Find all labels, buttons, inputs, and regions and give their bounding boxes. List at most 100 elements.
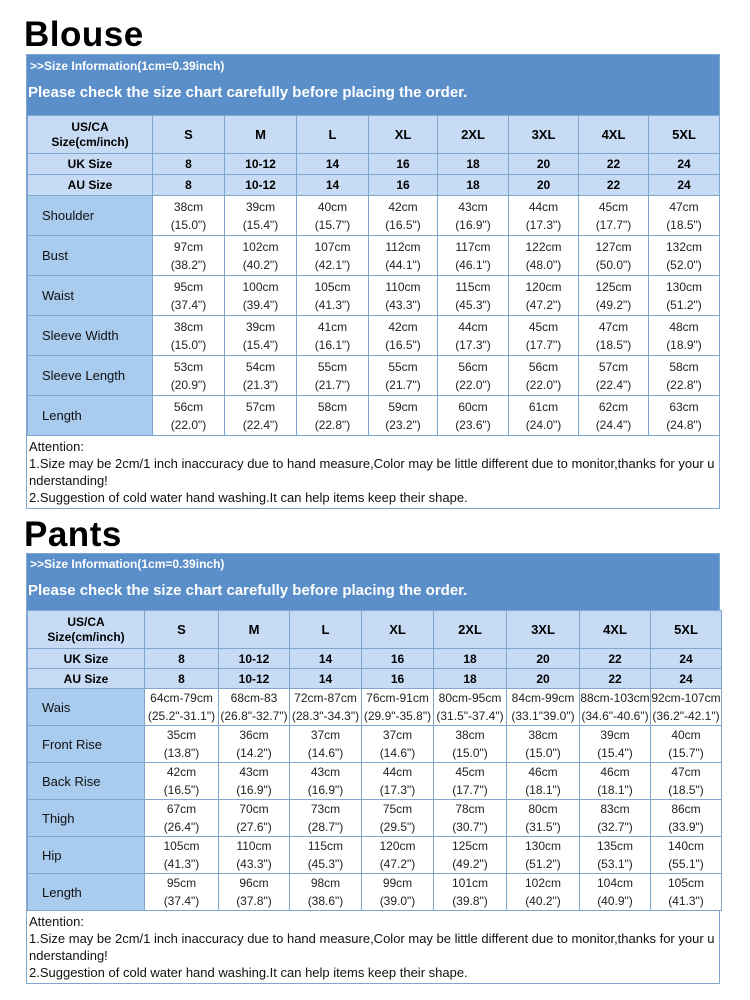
inch-value: (33.9") bbox=[668, 820, 704, 834]
cm-value: 115cm bbox=[307, 839, 344, 853]
measurement-cell: 59cm (23.2") bbox=[368, 395, 438, 436]
inch-value: (15.0") bbox=[170, 337, 207, 352]
measurement-cell: 104cm (40.9") bbox=[579, 873, 651, 911]
cm-value: 56cm bbox=[173, 399, 204, 414]
cm-value: 78cm bbox=[455, 802, 485, 816]
measurement-cell: 112cm (44.1") bbox=[368, 235, 438, 276]
cm-value: 130cm bbox=[665, 279, 703, 294]
measurement-cell: 101cm (39.8") bbox=[433, 873, 507, 911]
inch-value: (28.3"-34.3") bbox=[291, 709, 360, 723]
measurement-cell: 115cm (45.3") bbox=[437, 275, 509, 316]
measurement-cell: 37cm (14.6") bbox=[289, 725, 362, 763]
measurement-cell: 117cm (46.1") bbox=[437, 235, 509, 276]
inch-value: (18.1") bbox=[597, 783, 633, 797]
measurement-cell: 88cm-103cm (34.6"-40.6") bbox=[579, 688, 651, 726]
cm-value: 86cm bbox=[671, 802, 701, 816]
cm-value: 125cm bbox=[451, 839, 489, 853]
cm-value: 132cm bbox=[665, 239, 703, 254]
cm-value: 110cm bbox=[236, 839, 272, 853]
measurement-cell: 39cm (15.4") bbox=[579, 725, 651, 763]
table-row: Hip 105cm (41.3") 110cm (43.3") 115cm (45.3") 1… bbox=[27, 836, 722, 874]
blouse-uk-row: UK Size 8 10-12 14 16 18 20 22 24 bbox=[27, 153, 720, 175]
inch-value: (42.1") bbox=[314, 257, 351, 272]
inch-value: (30.7") bbox=[452, 820, 488, 834]
au-size-cell: 20 bbox=[508, 174, 579, 196]
cm-value: 37cm bbox=[310, 728, 341, 742]
inch-value: (48.0") bbox=[525, 257, 562, 272]
inch-value: (41.3") bbox=[314, 297, 351, 312]
inch-value: (29.5") bbox=[379, 820, 416, 834]
measurement-label: Bust bbox=[27, 235, 153, 276]
blouse-banner: >>Size Information(1cm=0.39inch) Please … bbox=[27, 55, 719, 115]
measurement-cell: 76cm-91cm (29.9"-35.8") bbox=[361, 688, 434, 726]
cm-value: 97cm bbox=[173, 239, 204, 254]
cm-value: 102cm bbox=[242, 239, 279, 254]
cm-value: 68cm-83 bbox=[230, 691, 278, 705]
uk-size-cell: 14 bbox=[289, 648, 362, 669]
measurement-cell: 38cm (15.0") bbox=[152, 315, 225, 356]
inch-value: (47.2") bbox=[525, 297, 562, 312]
measurement-cell: 58cm (22.8") bbox=[296, 395, 369, 436]
cm-value: 39cm bbox=[600, 728, 630, 742]
measurement-cell: 40cm (15.7") bbox=[650, 725, 722, 763]
measurement-cell: 97cm (38.2") bbox=[152, 235, 225, 276]
inch-value: (16.5") bbox=[385, 217, 421, 232]
measurement-label: Sleeve Length bbox=[27, 355, 153, 396]
inch-value: (13.8") bbox=[163, 746, 200, 760]
measurement-cell: 44cm (17.3") bbox=[437, 315, 509, 356]
measurement-label: Sleeve Width bbox=[27, 315, 153, 356]
inch-value: (18.1") bbox=[525, 783, 561, 797]
measurement-label: Hip bbox=[27, 836, 145, 874]
cm-value: 104cm bbox=[596, 876, 634, 890]
inch-value: (15.4") bbox=[242, 337, 279, 352]
measurement-cell: 78cm (30.7") bbox=[433, 799, 507, 837]
cm-value: 105cm bbox=[163, 839, 200, 853]
inch-value: (39.8") bbox=[452, 894, 488, 908]
inch-value: (26.8"-32.7") bbox=[220, 709, 288, 723]
pants-check-notice: Please check the size chart carefully be… bbox=[28, 582, 468, 599]
cm-value: 120cm bbox=[379, 839, 416, 853]
inch-value: (39.0") bbox=[379, 894, 416, 908]
measurement-label: Wais bbox=[27, 688, 145, 726]
au-size-cell: 14 bbox=[296, 174, 369, 196]
inch-value: (40.9") bbox=[597, 894, 633, 908]
measurement-cell: 38cm (15.0") bbox=[152, 195, 225, 236]
measurement-cell: 35cm (13.8") bbox=[144, 725, 219, 763]
inch-value: (15.7") bbox=[314, 217, 351, 232]
au-size-cell: 14 bbox=[289, 668, 362, 689]
attention-note-1: 1.Size may be 2cm/1 inch inaccuracy due … bbox=[29, 931, 715, 963]
au-size-cell: 16 bbox=[368, 174, 438, 196]
measurement-cell: 45cm (17.7") bbox=[578, 195, 649, 236]
inch-value: (32.7") bbox=[597, 820, 633, 834]
cm-value: 125cm bbox=[595, 279, 632, 294]
measurement-cell: 130cm (51.2") bbox=[648, 275, 720, 316]
inch-value: (25.2"-31.1") bbox=[147, 709, 216, 723]
measurement-cell: 55cm (21.7") bbox=[368, 355, 438, 396]
au-size-cell: 10-12 bbox=[224, 174, 297, 196]
measurement-cell: 122cm (48.0") bbox=[508, 235, 579, 276]
size-header: XL bbox=[361, 610, 434, 649]
inch-value: (47.2") bbox=[379, 857, 416, 871]
cm-value: 46cm bbox=[600, 765, 630, 779]
measurement-cell: 107cm (42.1") bbox=[296, 235, 369, 276]
table-row: Back Rise 42cm (16.5") 43cm (16.9") 43cm (16.9… bbox=[27, 762, 722, 800]
measurement-cell: 54cm (21.3") bbox=[224, 355, 297, 396]
cm-value: 48cm bbox=[669, 319, 699, 334]
inch-value: (22.0") bbox=[455, 377, 491, 392]
inch-value: (14.6") bbox=[379, 746, 416, 760]
measurement-cell: 72cm-87cm (28.3"-34.3") bbox=[289, 688, 362, 726]
size-header: 5XL bbox=[648, 115, 720, 154]
cm-value: 122cm bbox=[525, 239, 562, 254]
measurement-cell: 57cm (22.4") bbox=[578, 355, 649, 396]
size-header: 5XL bbox=[650, 610, 722, 649]
inch-value: (53.1") bbox=[597, 857, 633, 871]
cm-value: 92cm-107cm bbox=[651, 691, 721, 705]
measurement-cell: 115cm (45.3") bbox=[289, 836, 362, 874]
inch-value: (17.7") bbox=[452, 783, 488, 797]
pants-size-chart: >>Size Information(1cm=0.39inch) Please … bbox=[26, 553, 722, 984]
cm-value: 135cm bbox=[596, 839, 634, 853]
cm-value: 43cm bbox=[310, 765, 341, 779]
table-row: Shoulder 38cm (15.0") 39cm (15.4") 40cm (15.7"… bbox=[27, 195, 720, 236]
measurement-cell: 105cm (41.3") bbox=[296, 275, 369, 316]
inch-value: (31.5") bbox=[525, 820, 561, 834]
